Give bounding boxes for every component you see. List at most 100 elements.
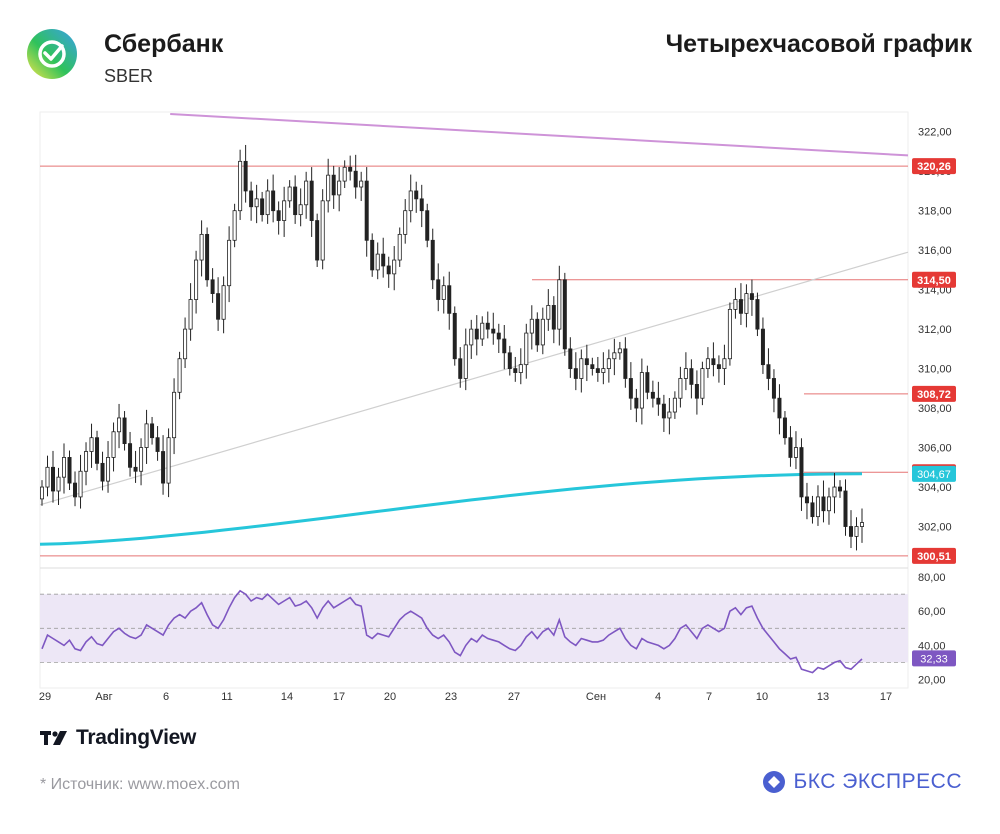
candle	[315, 220, 320, 261]
candle	[793, 447, 798, 458]
candle	[276, 210, 281, 221]
candle	[243, 160, 248, 192]
ma-tag-label: 304,67	[917, 469, 951, 481]
candle	[425, 210, 430, 241]
bks-brand: БКС ЭКСПРЕСС	[762, 770, 962, 794]
candle	[595, 368, 600, 373]
level-tag-label: 314,50	[917, 275, 951, 287]
moving-average-line	[39, 472, 863, 546]
candle	[45, 466, 50, 488]
tradingview-logo: TradingView	[40, 726, 196, 750]
candle	[359, 180, 364, 188]
candle	[826, 496, 831, 512]
candle	[667, 411, 672, 419]
candle	[111, 431, 116, 458]
chart-title: Четырехчасовой график	[665, 30, 972, 58]
candle	[326, 174, 331, 202]
candle	[364, 180, 369, 241]
candle	[78, 470, 83, 498]
candle	[392, 259, 397, 275]
candle	[799, 447, 804, 498]
tradingview-label: TradingView	[76, 726, 197, 749]
candle	[309, 180, 314, 221]
candle	[722, 358, 727, 370]
candle	[62, 457, 67, 478]
candle	[700, 368, 705, 399]
candle	[337, 180, 342, 196]
rsi-tick-label: 20,00	[918, 674, 946, 686]
candle	[612, 352, 617, 360]
x-tick-label: 4	[655, 691, 661, 703]
candle	[155, 437, 160, 452]
price-chart[interactable]: 322,00320,00318,00316,00314,00312,00310,…	[0, 0, 1000, 720]
candle	[95, 437, 100, 464]
candle	[854, 526, 859, 537]
candle	[436, 279, 441, 300]
candle	[645, 372, 650, 393]
candle	[260, 198, 265, 216]
rsi-tick-label: 40,00	[918, 640, 946, 652]
candle	[353, 170, 358, 188]
candle	[617, 348, 622, 354]
candle	[749, 293, 754, 300]
candle	[100, 462, 105, 482]
source-note: * Источник: www.moex.com	[40, 776, 240, 793]
candle	[507, 352, 512, 370]
candle	[837, 486, 842, 492]
rsi-line	[41, 589, 863, 674]
level-tag	[912, 158, 956, 175]
candle	[634, 397, 639, 409]
candle	[727, 308, 732, 360]
x-tick-label: 17	[333, 691, 345, 703]
candle	[370, 239, 375, 271]
rsi-tag-label: 32,33	[920, 653, 948, 665]
candle	[254, 198, 259, 208]
candle	[348, 166, 353, 172]
candle	[56, 476, 61, 492]
candle	[331, 174, 336, 196]
candle	[705, 358, 710, 370]
candle	[557, 279, 562, 330]
candle	[860, 522, 865, 527]
candle	[518, 364, 523, 373]
candle	[496, 332, 501, 340]
candle	[139, 447, 144, 472]
ma-tag	[912, 465, 956, 482]
bks-label: БКС ЭКСПРЕСС	[793, 770, 962, 793]
candle	[474, 328, 479, 340]
candle	[771, 378, 776, 399]
candle	[568, 348, 573, 370]
candle	[683, 368, 688, 379]
candle	[502, 338, 507, 354]
x-tick-label: 13	[817, 691, 829, 703]
y-tick-label: 316,00	[918, 245, 952, 257]
y-tick-label: 304,00	[918, 482, 952, 494]
candle	[320, 200, 325, 261]
candle	[271, 190, 276, 212]
candle	[150, 423, 155, 439]
candle	[760, 328, 765, 366]
x-tick-label: 11	[221, 691, 232, 703]
candle	[832, 486, 837, 498]
candle	[733, 299, 738, 310]
candle	[419, 198, 424, 212]
candle	[89, 437, 94, 452]
candle	[216, 293, 221, 320]
x-tick-label: 10	[756, 691, 768, 703]
candle	[381, 253, 386, 267]
candle	[177, 358, 182, 393]
candle	[656, 397, 661, 405]
candle	[265, 190, 270, 216]
candle	[298, 204, 303, 216]
level-tag	[912, 547, 956, 564]
candle	[848, 526, 853, 537]
candle	[744, 293, 749, 314]
support-trendline	[39, 251, 909, 506]
candle	[804, 496, 809, 504]
candle	[452, 312, 457, 360]
candle	[282, 200, 287, 221]
sber-logo-icon	[27, 29, 77, 79]
candle	[535, 318, 540, 346]
candle	[661, 403, 666, 419]
